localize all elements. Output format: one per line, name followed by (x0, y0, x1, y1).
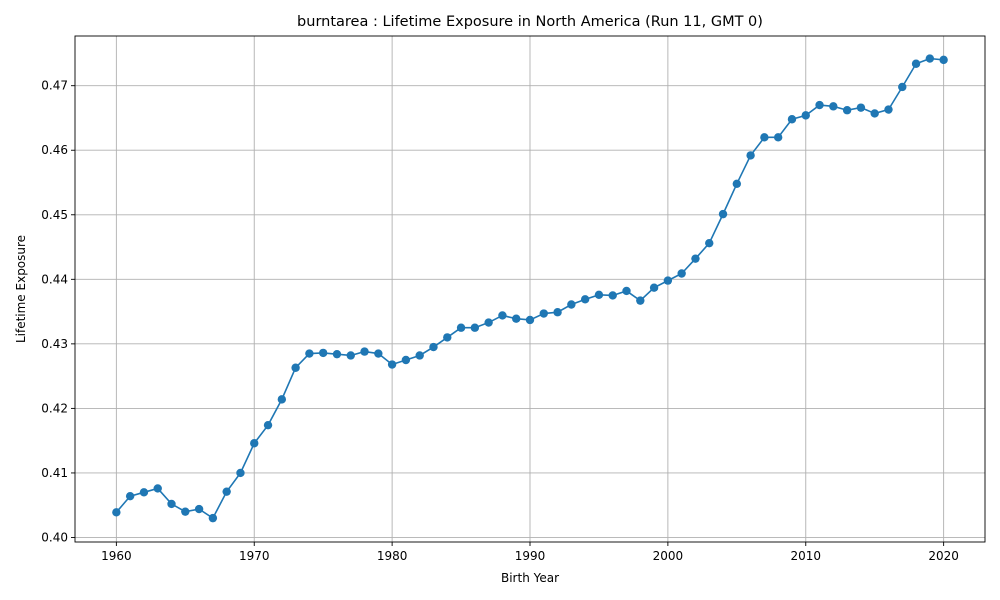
data-point (443, 333, 452, 342)
data-point (594, 290, 604, 300)
x-axis-label: Birth Year (501, 571, 559, 585)
x-tick-label: 1990 (515, 549, 546, 563)
data-point (139, 488, 149, 497)
data-point (456, 323, 466, 332)
x-tick-label: 1960 (101, 549, 132, 563)
data-point (760, 133, 769, 142)
y-tick-label: 0.47 (41, 79, 68, 93)
x-tick-label: 1970 (239, 549, 270, 563)
data-point (732, 179, 742, 188)
data-point (884, 105, 893, 114)
data-point (332, 349, 342, 359)
data-point (415, 351, 424, 360)
x-tick-label: 2000 (653, 549, 684, 563)
data-point (250, 439, 259, 448)
data-point (567, 300, 576, 309)
x-tick-label: 2010 (790, 549, 821, 563)
data-point (773, 133, 783, 142)
data-point (360, 347, 369, 356)
grid (75, 36, 985, 542)
data-point (222, 487, 231, 496)
data-point (829, 102, 838, 111)
x-tick-label: 2020 (928, 549, 959, 563)
data-point (194, 504, 204, 514)
y-tick-label: 0.43 (41, 337, 68, 351)
data-point (649, 283, 659, 292)
data-point (663, 276, 673, 285)
data-point (277, 395, 287, 404)
data-point (939, 55, 948, 65)
x-tick-label: 1980 (377, 549, 408, 563)
y-tick-label: 0.45 (41, 208, 68, 222)
data-point (112, 508, 121, 517)
data-point (153, 484, 162, 493)
y-axis-label: Lifetime Exposure (14, 235, 28, 343)
data-point (622, 286, 631, 296)
data-point (401, 355, 411, 365)
data-point (787, 115, 797, 124)
data-point (856, 103, 866, 112)
data-point (374, 349, 383, 358)
data-point (429, 342, 438, 352)
data-point (553, 308, 562, 317)
y-tick-label: 0.40 (41, 530, 68, 544)
data-point (815, 100, 824, 110)
data-point (181, 507, 190, 516)
x-axis-ticks: 1960 1970 1980 1990 2000 2010 2020 (101, 542, 959, 563)
data-point (636, 296, 645, 305)
data-point (498, 311, 507, 320)
data-point (842, 106, 852, 115)
data-point (387, 360, 397, 369)
data-point (208, 513, 218, 523)
data-point (580, 295, 590, 304)
data-point (125, 491, 135, 501)
chart-title: burntarea : Lifetime Exposure in North A… (297, 14, 763, 30)
data-point (470, 323, 480, 332)
data-point (263, 420, 273, 430)
data-point (608, 291, 617, 300)
data-point (691, 254, 700, 263)
data-point (167, 499, 176, 509)
data-point (718, 209, 728, 219)
data-point (898, 82, 907, 92)
data-point (746, 151, 755, 160)
data-point (346, 351, 355, 360)
y-tick-label: 0.41 (41, 466, 68, 480)
data-point (801, 111, 810, 120)
y-axis-ticks: 0.40 0.41 0.42 0.43 0.44 0.45 0.46 0.47 (41, 79, 75, 544)
data-point (677, 269, 686, 278)
data-point (236, 468, 245, 478)
data-point (870, 109, 879, 118)
data-point (925, 54, 935, 63)
y-tick-label: 0.46 (41, 143, 68, 157)
y-tick-label: 0.44 (41, 272, 68, 286)
data-point (291, 363, 300, 372)
data-point (705, 238, 714, 248)
data-point (305, 349, 314, 358)
data-point (512, 314, 521, 323)
data-point (318, 348, 328, 358)
y-tick-label: 0.42 (41, 401, 68, 415)
data-point (911, 59, 921, 68)
data-point (525, 315, 535, 325)
data-point (484, 318, 493, 327)
data-point (539, 309, 548, 318)
series-layer (112, 54, 948, 523)
